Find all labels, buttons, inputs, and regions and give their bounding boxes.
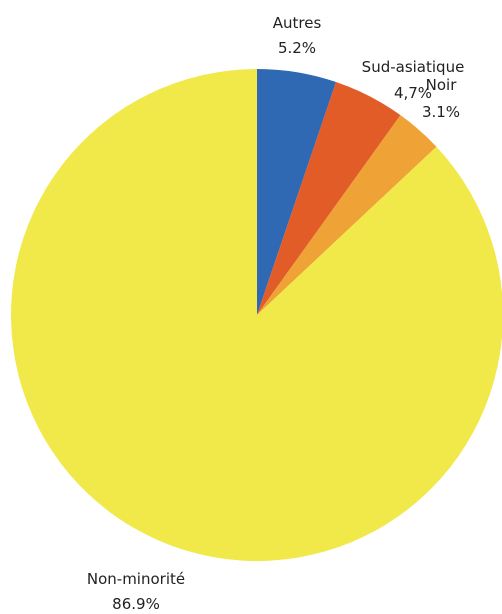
slice-label: Autres <box>273 14 322 32</box>
slice-value-label: 3.1% <box>422 103 460 121</box>
slice-value-label: 86.9% <box>112 595 160 613</box>
slice-value-label: 5.2% <box>278 39 316 57</box>
pie-slices <box>11 69 502 561</box>
slice-value-label: 4,7% <box>394 84 432 102</box>
pie-slice-non-minorit- <box>11 69 502 561</box>
pie-slice-autres <box>257 69 337 315</box>
slice-label: Sud-asiatique <box>362 58 465 76</box>
pie-labels: Autres 5.2% Sud-asiatique 4,7%Noir 3.1% Non-m… <box>87 14 464 613</box>
slice-label: Noir <box>426 76 458 94</box>
pie-slice-sud-asiatique <box>257 82 401 315</box>
slice-label: Non-minorité <box>87 570 185 588</box>
pie-slice-noir <box>257 115 437 315</box>
